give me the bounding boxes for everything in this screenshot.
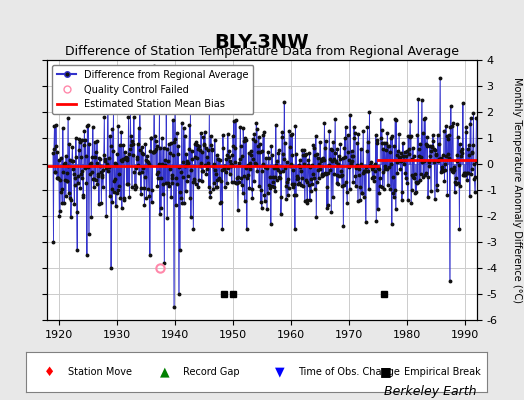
Y-axis label: Monthly Temperature Anomaly Difference (°C): Monthly Temperature Anomaly Difference (… [511, 77, 521, 303]
Legend: Difference from Regional Average, Quality Control Failed, Estimated Station Mean: Difference from Regional Average, Qualit… [52, 65, 254, 114]
Text: BLY-3NW: BLY-3NW [215, 32, 309, 52]
Text: ▼: ▼ [275, 366, 285, 378]
Text: Berkeley Earth: Berkeley Earth [384, 385, 477, 398]
Text: Difference of Station Temperature Data from Regional Average: Difference of Station Temperature Data f… [65, 46, 459, 58]
Text: ■: ■ [380, 366, 392, 378]
Text: Record Gap: Record Gap [183, 367, 239, 377]
Text: Station Move: Station Move [68, 367, 132, 377]
Text: ♦: ♦ [43, 366, 55, 378]
Text: Time of Obs. Change: Time of Obs. Change [298, 367, 400, 377]
Text: ▲: ▲ [160, 366, 169, 378]
Text: Empirical Break: Empirical Break [405, 367, 481, 377]
